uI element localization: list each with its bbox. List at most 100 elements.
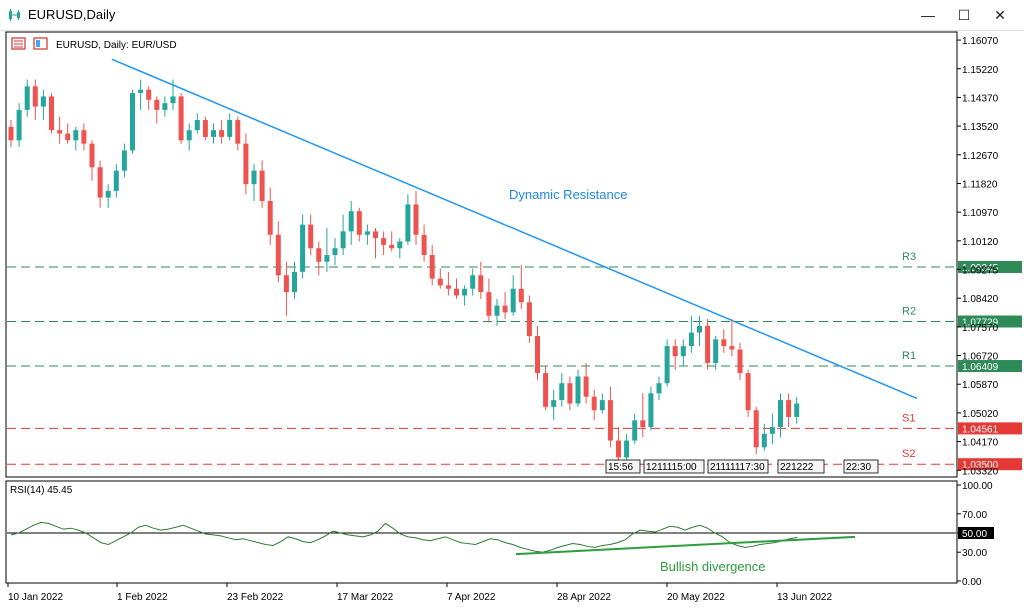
rsi-level-tag-label: 50.00 xyxy=(962,529,987,540)
candle-body xyxy=(737,349,743,374)
price-axis-label: 1.10120 xyxy=(962,237,999,248)
candle-body xyxy=(49,96,54,131)
candle-body xyxy=(745,373,751,411)
candle-body xyxy=(518,288,524,303)
price-axis-label: 1.16070 xyxy=(962,36,999,47)
candle-body xyxy=(251,170,257,185)
price-axis-label: 1.03320 xyxy=(962,466,999,477)
rsi-level-tag xyxy=(958,527,994,539)
price-tag-label-r2: 1.07729 xyxy=(962,318,999,329)
candle-body xyxy=(786,400,792,417)
candle-body xyxy=(219,130,225,137)
date-axis-label: 7 Apr 2022 xyxy=(447,592,496,603)
candle-body xyxy=(437,278,443,286)
chart-header-text: EURUSD, Daily: EUR/USD xyxy=(56,40,177,51)
close-button[interactable]: ✕ xyxy=(994,7,1006,23)
candle-body xyxy=(632,420,638,441)
candle-body xyxy=(454,288,459,296)
price-axis-label: 1.12670 xyxy=(962,151,999,162)
rsi-line xyxy=(10,521,798,553)
candle-body xyxy=(154,99,160,110)
candle-body xyxy=(381,238,387,245)
candle-body xyxy=(543,373,549,407)
price-axis-label: 1.11820 xyxy=(962,179,998,190)
candle-body xyxy=(680,346,686,357)
window-titlebar: EURUSD,Daily — ☐ ✕ xyxy=(0,0,1024,31)
pivot-name-r1: R1 xyxy=(902,350,916,362)
candle-body xyxy=(769,427,775,434)
candle-body xyxy=(194,120,200,131)
candle-body xyxy=(259,170,265,202)
window-title: EURUSD,Daily xyxy=(28,7,116,22)
price-tag-r1 xyxy=(958,360,1022,373)
price-axis-label: 1.09275 xyxy=(962,265,999,276)
candle-body xyxy=(292,271,297,293)
candle-body xyxy=(486,292,492,316)
time-tag-box xyxy=(643,459,705,474)
candle-body xyxy=(753,410,759,448)
candle-body xyxy=(65,133,71,141)
rsi-panel xyxy=(5,480,958,584)
price-tag-label-r3: 1.09345 xyxy=(962,263,999,274)
candle-body xyxy=(138,89,144,94)
candle-body xyxy=(761,433,767,448)
candle-body xyxy=(535,335,540,374)
candle-body xyxy=(121,150,127,171)
candle-body xyxy=(599,400,605,411)
date-axis-label: 23 Feb 2022 xyxy=(227,592,284,603)
time-tag-label: 21111117:30 xyxy=(710,462,765,473)
candle-body xyxy=(178,96,184,141)
candle-body xyxy=(478,275,484,293)
price-axis-label: 1.07570 xyxy=(962,323,999,334)
candle-body xyxy=(672,346,678,357)
candle-body xyxy=(211,130,216,137)
price-axis-label: 1.08420 xyxy=(962,294,999,305)
minimize-button[interactable]: — xyxy=(921,7,935,23)
candle-body xyxy=(308,224,314,249)
price-tag-r2 xyxy=(958,315,1022,328)
maximize-button[interactable]: ☐ xyxy=(957,7,971,23)
candle-body xyxy=(73,130,79,141)
date-axis-label: 1 Feb 2022 xyxy=(117,592,168,603)
candle-body xyxy=(170,96,176,104)
candle-body xyxy=(607,400,613,441)
pivot-name-r2: R2 xyxy=(902,306,916,318)
price-tag-label-s1: 1.04561 xyxy=(962,424,999,435)
candle-body xyxy=(705,325,711,363)
time-tag-box xyxy=(843,459,879,474)
chart-window-icon xyxy=(9,9,20,21)
candle-body xyxy=(729,346,735,350)
candle-body xyxy=(283,275,289,293)
time-tag-box xyxy=(777,459,825,474)
candle-body xyxy=(429,255,435,279)
date-axis-label: 10 Jan 2022 xyxy=(8,592,63,603)
bullish-divergence-line xyxy=(515,535,856,556)
chart-area[interactable]: EURUSD, Daily: EUR/USD R3 1.09345 R2 1.0772… xyxy=(0,30,1024,614)
dynamic-resistance-line xyxy=(111,58,918,400)
price-tag-s1 xyxy=(958,422,1022,435)
rsi-axis-label: 30.00 xyxy=(962,548,987,559)
candle-body xyxy=(81,130,87,144)
price-axis-label: 1.14370 xyxy=(962,93,999,104)
candle-body xyxy=(559,383,565,401)
candle-body xyxy=(332,248,338,255)
candle-body xyxy=(445,285,451,289)
time-tag-box xyxy=(707,459,769,474)
date-axis-label: 28 Apr 2022 xyxy=(557,592,611,603)
candle-body xyxy=(389,244,395,249)
candle-body xyxy=(324,255,330,262)
price-axis-label: 1.05020 xyxy=(962,409,999,420)
candle-body xyxy=(162,103,168,110)
candle-body xyxy=(526,302,532,336)
pivot-name-s2: S2 xyxy=(902,448,915,460)
candle-body xyxy=(364,231,370,235)
candle-body xyxy=(105,190,111,198)
candle-body xyxy=(510,288,516,313)
candle-body xyxy=(186,130,192,141)
candle-body xyxy=(688,332,694,347)
price-axis-label: 1.05870 xyxy=(962,380,999,391)
candle-body xyxy=(624,440,630,458)
candle-body xyxy=(405,204,411,242)
candle-body xyxy=(316,248,322,262)
candle-body xyxy=(130,93,135,151)
